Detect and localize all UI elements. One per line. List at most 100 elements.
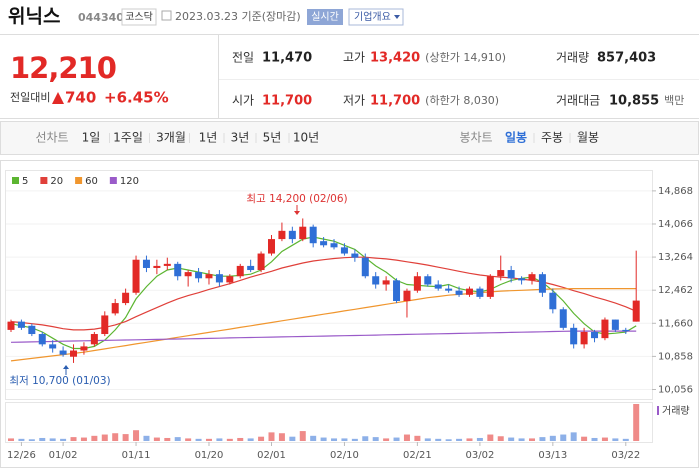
price-chart: 14,868 14,066 13,264 12,462 11,660 10,858 10,0… — [6, 176, 693, 461]
candle-body — [611, 319, 619, 330]
candle-body — [372, 276, 380, 285]
candle-body — [205, 274, 213, 279]
tab-item[interactable]: 일봉 — [505, 131, 527, 145]
candle-body — [17, 321, 25, 328]
price-plot — [5, 170, 653, 400]
candle-body — [570, 327, 578, 345]
tab-bar — [0, 121, 699, 155]
volume-bar — [351, 438, 358, 441]
tab-item[interactable]: 1일 — [82, 131, 101, 145]
tab-item[interactable]: 1년 — [199, 131, 218, 145]
tab-item[interactable]: 월봉 — [577, 131, 599, 145]
candle-body — [403, 290, 411, 302]
volume-bar — [362, 436, 369, 441]
x-tick-label: 03/22 — [611, 450, 640, 461]
volume-bar — [320, 437, 327, 441]
stock-name: 위닉스 — [8, 6, 60, 28]
candle-body — [382, 280, 390, 285]
volume-bar — [195, 438, 202, 441]
stock-code: 044340 — [78, 11, 124, 24]
candle-body — [632, 300, 640, 322]
tab-item[interactable]: 3개월 — [156, 131, 186, 145]
stat-value: 11,470 — [262, 51, 312, 66]
volume-bar — [622, 438, 629, 441]
volume-bar — [60, 438, 67, 441]
volume-bar — [237, 437, 244, 441]
tab-item[interactable]: 1주일 — [113, 131, 143, 145]
realtime-button[interactable] — [307, 9, 343, 25]
tab-item[interactable]: 주봉 — [541, 131, 563, 145]
tab-group-label: 봉차트 — [459, 131, 492, 145]
stat-note: (상한가 14,910) — [425, 51, 506, 64]
volume-bar — [518, 438, 525, 441]
volume-bar — [591, 437, 598, 441]
tab-item[interactable]: 3년 — [231, 131, 250, 145]
legend-swatch — [40, 177, 48, 184]
x-tick-label: 02/01 — [257, 450, 286, 461]
stat-label: 저가 — [343, 94, 365, 108]
volume-bar — [278, 433, 285, 441]
candle-body — [247, 265, 255, 271]
company-button[interactable] — [348, 8, 404, 26]
volume-bar — [226, 438, 233, 441]
candle-body — [111, 303, 119, 314]
tab-item[interactable]: 5년 — [263, 131, 282, 145]
candle-body — [195, 272, 203, 279]
candle-body — [299, 226, 307, 240]
y-tick-label: 11,660 — [658, 318, 693, 329]
candle-body — [518, 278, 526, 281]
stat-label: 거래대금 — [556, 94, 600, 108]
legend-label: 60 — [85, 176, 98, 187]
volume-bar — [435, 438, 442, 441]
tab-item[interactable]: 10년 — [293, 131, 319, 145]
candle-body — [486, 276, 494, 297]
candle-body — [465, 288, 473, 295]
volume-bar — [424, 438, 431, 441]
volume-bar — [80, 437, 87, 441]
moving-average-line — [10, 330, 637, 343]
volume-bar — [247, 438, 254, 441]
candle-body — [70, 350, 78, 357]
legend-swatch — [75, 177, 83, 184]
volume-bar — [18, 438, 25, 441]
volume-bar — [143, 435, 150, 441]
x-tick-label: 12/26 — [7, 450, 36, 461]
candle-body — [226, 276, 234, 283]
volume-bar — [331, 438, 338, 441]
volume-bar — [289, 436, 296, 441]
candle-body — [476, 288, 484, 297]
x-tick-label: 02/10 — [330, 450, 359, 461]
legend-label: 5 — [22, 176, 28, 187]
x-tick-label: 03/13 — [538, 450, 567, 461]
volume-bar — [529, 438, 535, 441]
volume-bar — [456, 438, 463, 441]
x-tick-label: 02/21 — [403, 450, 432, 461]
company-label: 기업개요 — [354, 10, 391, 23]
date: 2023.03.23 기준(장마감) — [175, 10, 301, 23]
volume-bar — [570, 432, 577, 441]
candle-body — [59, 350, 67, 355]
candle-body — [174, 263, 182, 277]
y-tick-label: 10,056 — [658, 384, 693, 395]
candle-body — [278, 230, 286, 240]
candle-body — [507, 270, 515, 279]
candle-body — [580, 331, 588, 345]
market-badge — [121, 8, 157, 26]
volume-bar — [49, 438, 56, 441]
stat-label: 전일 — [232, 51, 254, 65]
candle-body — [528, 274, 536, 281]
candle-body — [236, 265, 244, 277]
candle-body — [101, 315, 109, 335]
volume-bar — [122, 434, 129, 441]
volume-bar — [299, 431, 306, 441]
candle-body — [163, 263, 171, 266]
candle-body — [142, 259, 150, 268]
volume-bar — [164, 437, 171, 441]
candle-body — [38, 334, 46, 345]
y-tick-label: 13,264 — [658, 252, 693, 263]
volume-icon — [657, 406, 659, 415]
moving-average-line — [10, 288, 637, 362]
volume-bar — [403, 434, 410, 441]
volume-bar — [497, 436, 504, 441]
